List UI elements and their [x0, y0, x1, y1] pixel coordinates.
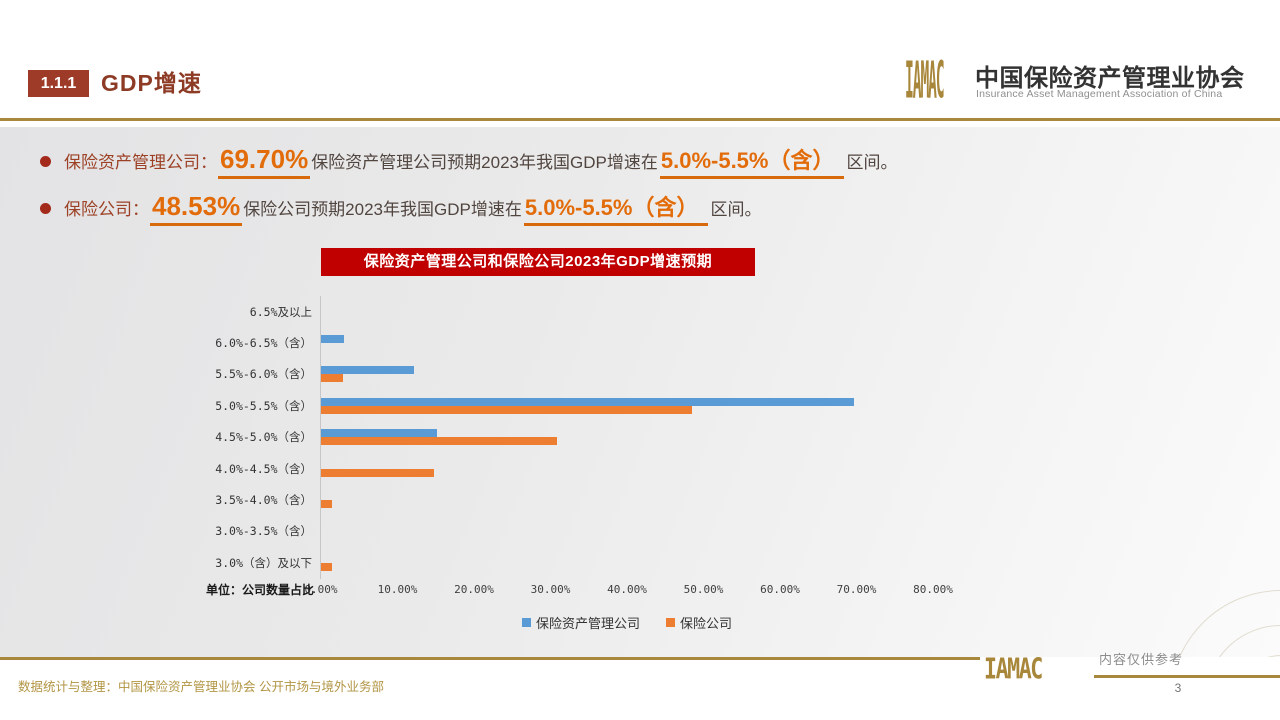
bar-group: [320, 484, 959, 516]
page-title: GDP增速: [101, 70, 202, 96]
chart-row: 5.0%-5.5%（含）: [169, 390, 959, 422]
bullet-highlight-range: 5.0%-5.5%（含）: [523, 190, 709, 226]
content-background: [0, 127, 1280, 657]
bar-group: [320, 547, 959, 579]
category-label: 6.5%及以上: [249, 304, 312, 319]
bullet-text: 保险公司预期2023年我国GDP增速在: [243, 200, 522, 219]
bullet-highlight-percentage: 69.70%: [218, 144, 311, 179]
bar-group: [320, 421, 959, 453]
chart-row: 3.0%-3.5%（含）: [169, 515, 959, 548]
bar-group: [320, 390, 959, 422]
bullet-insurance-companies: 保险公司： 48.53% 保险公司预期2023年我国GDP增速在 5.0%-5.…: [40, 190, 761, 226]
bar-segment: [321, 500, 333, 509]
bar-segment: [321, 374, 344, 383]
bullet-highlight-range: 5.0%-5.5%（含）: [659, 143, 845, 179]
tick-label: 50.00%: [683, 582, 724, 596]
tick-label: 40.00%: [607, 582, 647, 596]
org-name-en: Insurance Asset Management Association o…: [976, 88, 1223, 100]
category-label: 3.0%（含）及以下: [215, 555, 312, 570]
legend-label: 保险公司: [680, 615, 733, 631]
category-label: 4.5%-5.0%（含）: [215, 430, 312, 445]
tick-label: 10.00%: [377, 582, 418, 596]
footer-divider-right: [1094, 675, 1280, 678]
bar-group: [320, 296, 959, 328]
chart-row: 5.5%-6.0%（含）: [169, 358, 959, 391]
data-source-text: 数据统计与整理：中国保险资产管理业协会 公开市场与境外业务部: [18, 680, 384, 694]
chart-row: 6.5%及以上: [169, 296, 959, 328]
iamac-logo-icon: IAMAC: [905, 50, 965, 109]
tick-label: 60.00%: [760, 582, 800, 596]
header-divider: [0, 118, 1280, 121]
legend-item: 保险公司: [666, 613, 732, 632]
bar-segment: [321, 397, 855, 406]
bullet-icon: [40, 155, 51, 167]
legend-label: 保险资产管理公司: [535, 615, 640, 631]
tick-label: 30.00%: [530, 582, 571, 596]
chart-row: 4.0%-4.5%（含）: [169, 452, 959, 485]
footer-divider-left: [0, 657, 980, 660]
bullet-highlight-percentage: 48.53%: [150, 191, 243, 226]
chart-row: 4.5%-5.0%（含）: [169, 421, 959, 453]
tick-label: 80.00%: [913, 582, 953, 596]
axis-unit-label: 单位：公司数量占比: [205, 582, 314, 597]
tick-label: 0.00%: [304, 582, 338, 596]
category-label: 3.0%-3.5%（含）: [215, 524, 312, 539]
bullet-text: 保险资产管理公司预期2023年我国GDP增速在: [311, 153, 658, 172]
category-label: 4.0%-4.5%（含）: [215, 461, 312, 476]
bar-segment: [321, 562, 333, 571]
bar-group: [320, 452, 959, 485]
tick-label: 20.00%: [454, 582, 494, 596]
legend-swatch-icon: [666, 617, 675, 627]
category-label: 5.5%-6.0%（含）: [215, 367, 312, 382]
bar-segment: [321, 335, 345, 344]
disclaimer-text: 内容仅供参考: [1099, 652, 1184, 667]
chart-title: 保险资产管理公司和保险公司2023年GDP增速预期: [321, 248, 755, 276]
category-label: 5.0%-5.5%（含）: [215, 398, 312, 413]
bar-segment: [321, 468, 434, 477]
chart-rows: 6.5%及以上 6.0%-6.5%（含） 5.5%-6.0%（含） 5.0%-5.5%…: [169, 296, 959, 579]
chart-row: 6.0%-6.5%（含）: [169, 327, 959, 359]
bullet-asset-managers: 保险资产管理公司： 69.70% 保险资产管理公司预期2023年我国GDP增速在…: [40, 143, 897, 179]
chart-row: 3.0%（含）及以下: [169, 547, 959, 579]
x-axis-ticks: 0.00% 10.00% 20.00% 30.00% 40.00% 50.00% 60.00…: [304, 581, 959, 599]
iamac-footer-logo-icon: IAMAC: [984, 652, 1092, 686]
bullet-suffix: 区间。: [710, 200, 762, 219]
iamac-footer-letters: IAMAC: [984, 652, 1043, 686]
bar-segment: [321, 405, 693, 414]
chart-legend: 保险资产管理公司 保险公司: [321, 613, 933, 632]
org-name-cn: 中国保险资产管理业协会: [975, 65, 1245, 92]
bar-group: [320, 515, 959, 548]
bar-group: [320, 327, 959, 359]
bar-group: [320, 358, 959, 391]
bar-segment: [321, 429, 437, 438]
bullet-icon: [40, 202, 51, 214]
legend-swatch-icon: [521, 617, 531, 627]
iamac-logo-letters: IAMAC: [905, 50, 945, 110]
bullet-prefix: 保险公司：: [64, 200, 149, 219]
bar-segment: [321, 366, 414, 375]
bar-chart: 6.5%及以上 6.0%-6.5%（含） 5.5%-6.0%（含） 5.0%-5.5%…: [169, 296, 959, 632]
chart-row: 3.5%-4.0%（含）: [169, 484, 959, 516]
category-label: 6.0%-6.5%（含）: [215, 336, 312, 351]
bullet-prefix: 保险资产管理公司：: [64, 153, 217, 172]
bar-segment: [321, 437, 558, 446]
bullet-suffix: 区间。: [846, 153, 898, 172]
page-number: 3: [1174, 681, 1182, 695]
category-label: 3.5%-4.0%（含）: [215, 493, 312, 508]
tick-label: 70.00%: [836, 582, 877, 596]
section-number-badge: 1.1.1: [28, 70, 89, 97]
legend-item: 保险资产管理公司: [521, 613, 640, 632]
